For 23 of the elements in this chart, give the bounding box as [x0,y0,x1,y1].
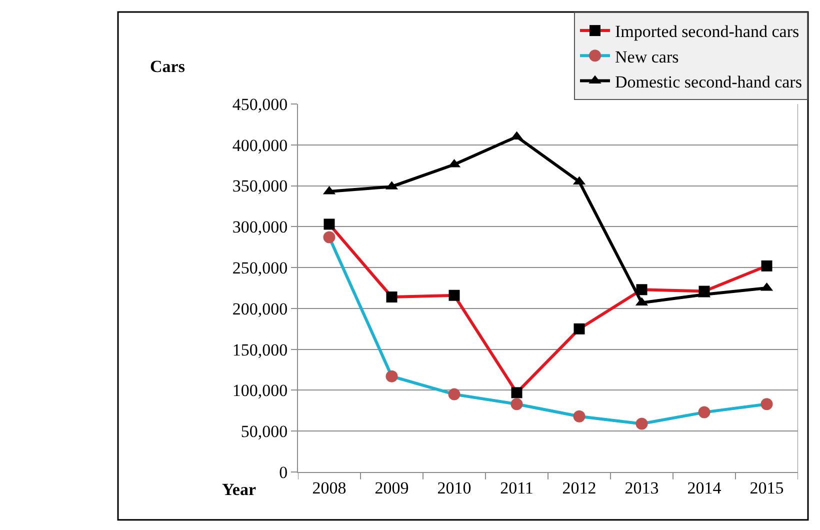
legend-label: Imported second-hand cars [615,22,800,42]
x-tick-label: 2011 [500,478,534,498]
y-tick-label: 350,000 [232,176,288,196]
y-tick-label: 200,000 [232,299,288,318]
y-tick-label: 250,000 [232,258,288,278]
legend-label: New cars [615,47,679,66]
x-tick-label: 2009 [374,478,409,498]
y-axis-title: Cars [150,57,186,76]
y-tick-label: 50,000 [240,422,288,442]
y-tick-label: 450,000 [232,94,288,114]
x-tick-label: 2010 [437,478,472,498]
y-tick-label: 400,000 [232,136,288,155]
x-tick-label: 2008 [312,478,346,498]
y-tick-label: 100,000 [232,381,288,400]
x-axis-title: Year [222,480,256,499]
x-tick-label: 2014 [687,478,722,498]
y-tick-label: 150,000 [232,340,288,360]
x-tick-label: 2012 [562,478,596,498]
y-tick-label: 300,000 [232,218,288,237]
legend-label: Domestic second-hand cars [615,72,802,92]
x-tick-label: 2013 [624,478,659,498]
x-tick-label: 2015 [750,478,784,498]
y-tick-label: 0 [279,462,288,482]
